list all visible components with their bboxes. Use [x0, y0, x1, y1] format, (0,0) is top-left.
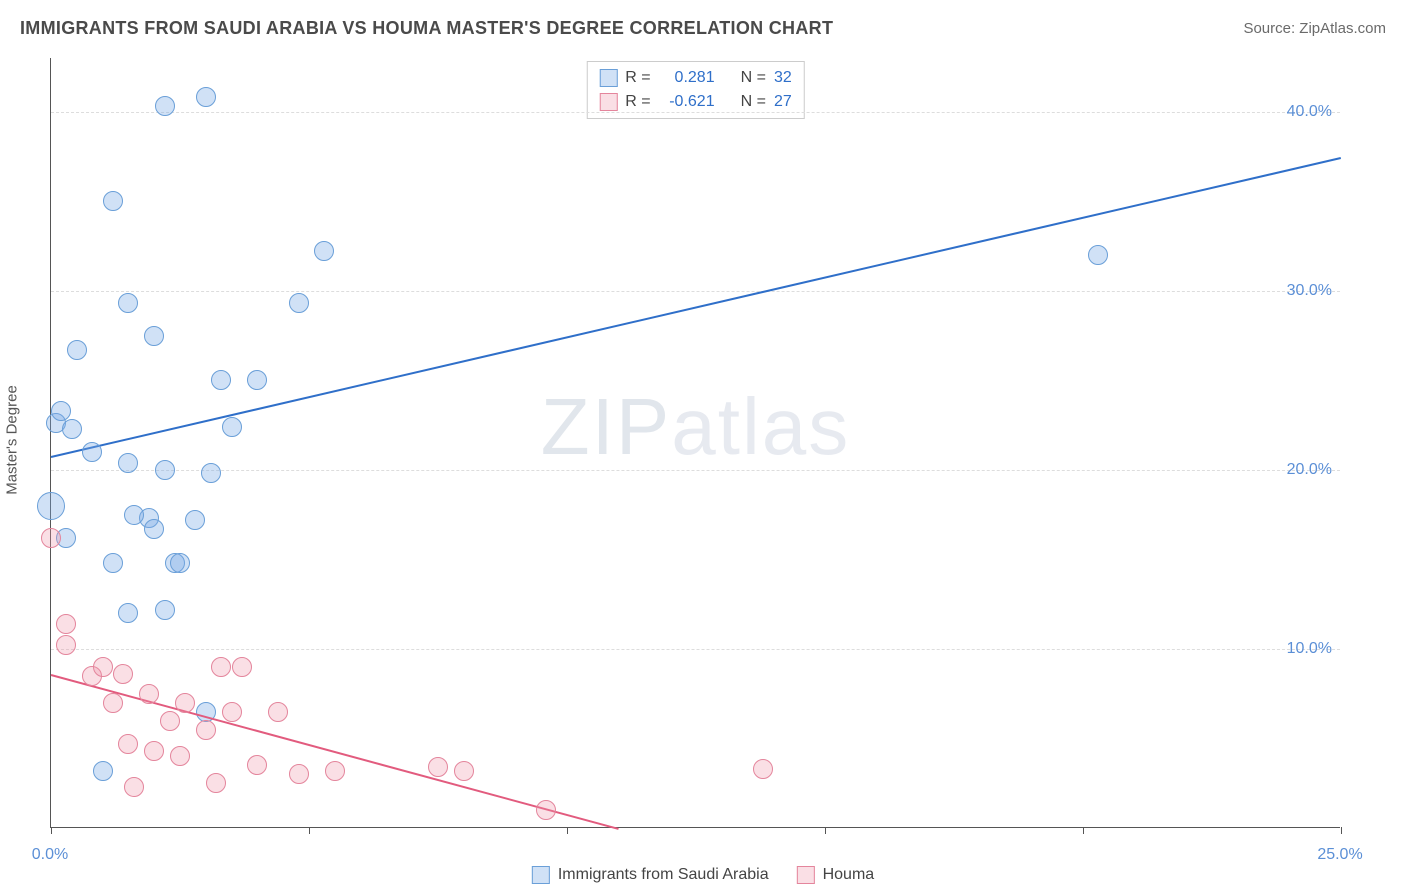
- x-tick-label: 25.0%: [1317, 846, 1362, 864]
- data-point: [93, 657, 113, 677]
- data-point: [206, 773, 226, 793]
- legend-row: R = 0.281 N = 32: [599, 66, 791, 90]
- data-point: [118, 603, 138, 623]
- gridline: [51, 470, 1340, 471]
- data-point: [247, 755, 267, 775]
- data-point: [67, 340, 87, 360]
- data-point: [118, 453, 138, 473]
- gridline: [51, 112, 1340, 113]
- data-point: [51, 401, 71, 421]
- x-tick-label: 0.0%: [32, 846, 68, 864]
- data-point: [144, 741, 164, 761]
- n-label: N =: [741, 66, 766, 90]
- n-label: N =: [741, 90, 766, 114]
- data-point: [82, 442, 102, 462]
- data-point: [289, 293, 309, 313]
- x-tick: [1083, 827, 1084, 834]
- trend-line: [51, 674, 619, 830]
- y-axis-label: Master's Degree: [4, 385, 21, 495]
- data-point: [103, 191, 123, 211]
- data-point: [155, 96, 175, 116]
- data-point: [144, 519, 164, 539]
- data-point: [93, 761, 113, 781]
- data-point: [56, 635, 76, 655]
- data-point: [222, 702, 242, 722]
- r-label: R =: [625, 90, 650, 114]
- data-point: [175, 693, 195, 713]
- legend-swatch: [599, 69, 617, 87]
- data-point: [247, 370, 267, 390]
- data-point: [155, 460, 175, 480]
- n-value: 32: [774, 66, 792, 90]
- data-point: [37, 492, 65, 520]
- legend-swatch: [532, 866, 550, 884]
- watermark: ZIPatlas: [541, 381, 850, 473]
- data-point: [428, 757, 448, 777]
- data-point: [325, 761, 345, 781]
- data-point: [454, 761, 474, 781]
- legend-item: Houma: [797, 866, 875, 884]
- data-point: [170, 553, 190, 573]
- data-point: [314, 241, 334, 261]
- data-point: [144, 326, 164, 346]
- data-point: [753, 759, 773, 779]
- r-value: 0.281: [659, 66, 715, 90]
- data-point: [268, 702, 288, 722]
- y-tick-label: 10.0%: [1287, 640, 1332, 658]
- data-point: [232, 657, 252, 677]
- data-point: [170, 746, 190, 766]
- y-tick-label: 40.0%: [1287, 103, 1332, 121]
- data-point: [103, 693, 123, 713]
- data-point: [62, 419, 82, 439]
- data-point: [124, 505, 144, 525]
- r-value: -0.621: [659, 90, 715, 114]
- x-tick: [825, 827, 826, 834]
- data-point: [222, 417, 242, 437]
- y-tick-label: 20.0%: [1287, 461, 1332, 479]
- x-tick: [567, 827, 568, 834]
- data-point: [113, 664, 133, 684]
- gridline: [51, 291, 1340, 292]
- data-point: [160, 711, 180, 731]
- chart-title: IMMIGRANTS FROM SAUDI ARABIA VS HOUMA MA…: [20, 18, 833, 39]
- data-point: [1088, 245, 1108, 265]
- correlation-legend: R = 0.281 N = 32 R = -0.621 N = 27: [586, 61, 804, 119]
- data-point: [139, 684, 159, 704]
- data-point: [124, 777, 144, 797]
- data-point: [211, 370, 231, 390]
- data-point: [536, 800, 556, 820]
- data-point: [41, 528, 61, 548]
- data-point: [185, 510, 205, 530]
- data-point: [289, 764, 309, 784]
- trend-line: [51, 157, 1341, 458]
- data-point: [196, 87, 216, 107]
- data-point: [118, 734, 138, 754]
- legend-swatch: [797, 866, 815, 884]
- legend-swatch: [599, 93, 617, 111]
- source-attribution: Source: ZipAtlas.com: [1243, 20, 1386, 37]
- data-point: [118, 293, 138, 313]
- series-legend: Immigrants from Saudi Arabia Houma: [532, 866, 874, 884]
- data-point: [103, 553, 123, 573]
- legend-row: R = -0.621 N = 27: [599, 90, 791, 114]
- data-point: [201, 463, 221, 483]
- r-label: R =: [625, 66, 650, 90]
- data-point: [155, 600, 175, 620]
- x-tick: [1341, 827, 1342, 834]
- legend-label: Immigrants from Saudi Arabia: [558, 866, 769, 884]
- n-value: 27: [774, 90, 792, 114]
- gridline: [51, 649, 1340, 650]
- legend-label: Houma: [823, 866, 875, 884]
- x-tick: [309, 827, 310, 834]
- plot-area: ZIPatlas R = 0.281 N = 32 R = -0.621 N = 27 10.…: [50, 58, 1340, 828]
- x-tick: [51, 827, 52, 834]
- data-point: [56, 614, 76, 634]
- y-tick-label: 30.0%: [1287, 282, 1332, 300]
- legend-item: Immigrants from Saudi Arabia: [532, 866, 769, 884]
- data-point: [211, 657, 231, 677]
- data-point: [196, 720, 216, 740]
